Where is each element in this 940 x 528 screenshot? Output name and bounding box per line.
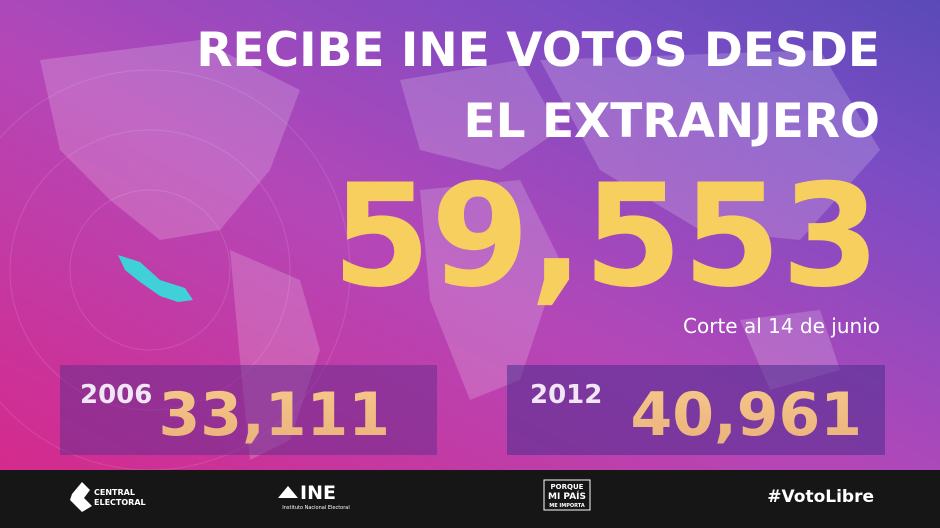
main-count: 59,553 — [332, 154, 880, 319]
comparison-box — [507, 365, 885, 455]
note: Corte al 14 de junio — [683, 314, 880, 338]
headline-line: EL EXTRANJERO — [464, 94, 880, 149]
campaign-text: ME IMPORTA — [549, 503, 585, 509]
footer — [0, 470, 940, 528]
comparison-box — [60, 365, 437, 455]
comparison-count: 33,111 — [158, 380, 390, 450]
campaign-text: MI PAÍS — [548, 490, 586, 502]
campaign-logo — [543, 479, 591, 511]
ine-subtitle: Instituto Nacional Electoral — [282, 505, 349, 511]
campaign-text: PORQUE — [551, 483, 584, 491]
central-electoral-logo — [70, 482, 92, 512]
comparison-year: 2006 — [80, 380, 152, 410]
headline-line: RECIBE INE VOTOS DESDE — [196, 23, 880, 78]
comparison-year: 2012 — [530, 380, 602, 410]
footer-logo-text: CENTRAL — [94, 488, 135, 497]
hashtag: #VotoLibre — [767, 487, 874, 507]
comparison-count: 40,961 — [630, 380, 862, 450]
ine-name: INE — [300, 482, 336, 504]
mexico-map — [118, 255, 193, 302]
ine-logo — [278, 486, 298, 498]
footer-logo-text: ELECTORAL — [94, 498, 146, 507]
